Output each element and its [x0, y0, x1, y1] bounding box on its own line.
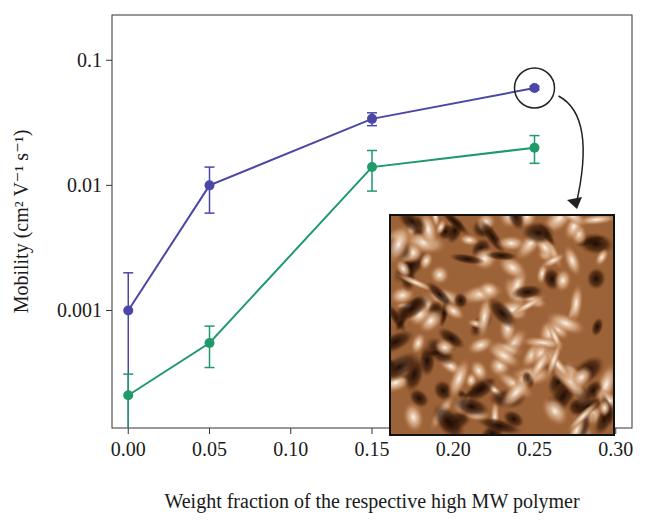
afm-grain [510, 283, 544, 301]
afm-grain [450, 391, 493, 422]
afm-grain [483, 338, 525, 373]
afm-grain [448, 251, 486, 267]
afm-grain [563, 397, 602, 435]
inset-frame [390, 215, 614, 435]
error-bar [530, 136, 540, 164]
afm-grain [589, 316, 606, 338]
y-tick [106, 185, 112, 186]
error-bar [205, 326, 215, 367]
afm-grain [476, 278, 503, 302]
afm-grain [598, 392, 614, 427]
afm-grain [552, 267, 573, 294]
y-tick-label: 0.001 [57, 299, 102, 321]
afm-grain [485, 250, 519, 262]
x-axis-title: Weight fraction of the respective high M… [164, 490, 579, 513]
afm-grain [585, 266, 607, 291]
afm-grain [407, 330, 429, 357]
error-bar [367, 113, 377, 126]
afm-grain [429, 215, 441, 229]
data-point [205, 180, 215, 190]
afm-grain [565, 361, 597, 393]
afm-grain [390, 289, 436, 329]
data-group [123, 83, 539, 428]
y-tick-label: 0.1 [77, 49, 102, 71]
afm-grain [499, 406, 527, 432]
afm-grain [390, 220, 417, 268]
x-tick-label: 0.20 [436, 438, 471, 460]
afm-grain [592, 246, 612, 269]
afm-grain [431, 335, 458, 359]
data-point [123, 390, 133, 400]
afm-grain [598, 399, 610, 417]
chart: 0.001 0.01 0.1 0.00 0.05 0.10 0.15 0.20 0.25 0.30… [0, 0, 650, 525]
x-tick-label: 0.00 [111, 438, 146, 460]
x-tick-label: 0.15 [355, 438, 390, 460]
error-bar [123, 273, 133, 428]
highlight-circle [515, 68, 555, 108]
arrow-head [567, 197, 582, 209]
y-tick [106, 60, 112, 61]
afm-grain [551, 215, 592, 232]
x-tick [372, 428, 373, 434]
data-point [530, 143, 540, 153]
afm-grain [482, 292, 522, 334]
afm-grain [567, 282, 585, 324]
y-axis-title: Mobility (cm² V⁻¹ s⁻¹) [10, 130, 33, 314]
afm-grain [542, 338, 565, 381]
series-line [128, 88, 534, 310]
afm-grain [458, 233, 481, 248]
y-tick-label: 0.01 [67, 174, 102, 196]
afm-grain [535, 390, 575, 432]
data-point [205, 338, 215, 348]
y-tick [106, 310, 112, 311]
data-point [367, 162, 377, 172]
plot-frame [112, 15, 632, 428]
data-point [530, 83, 540, 93]
x-tick-label: 0.10 [273, 438, 308, 460]
afm-grain [494, 370, 537, 414]
afm-grain [439, 298, 468, 325]
x-tick-label: 0.05 [192, 438, 227, 460]
x-tick [128, 428, 129, 434]
afm-inset [372, 196, 629, 459]
arrow-line [559, 96, 584, 205]
x-tick-label: 0.30 [598, 438, 633, 460]
data-point [367, 114, 377, 124]
data-point [123, 305, 133, 315]
x-tick [209, 428, 210, 434]
afm-grain [521, 220, 556, 245]
x-tick-label: 0.25 [517, 438, 552, 460]
error-bar [123, 374, 133, 428]
error-bar [367, 150, 377, 191]
error-bar [205, 167, 215, 213]
x-tick [290, 428, 291, 434]
series-line [128, 148, 534, 396]
afm-grain [538, 250, 568, 272]
x-tick [615, 428, 616, 434]
